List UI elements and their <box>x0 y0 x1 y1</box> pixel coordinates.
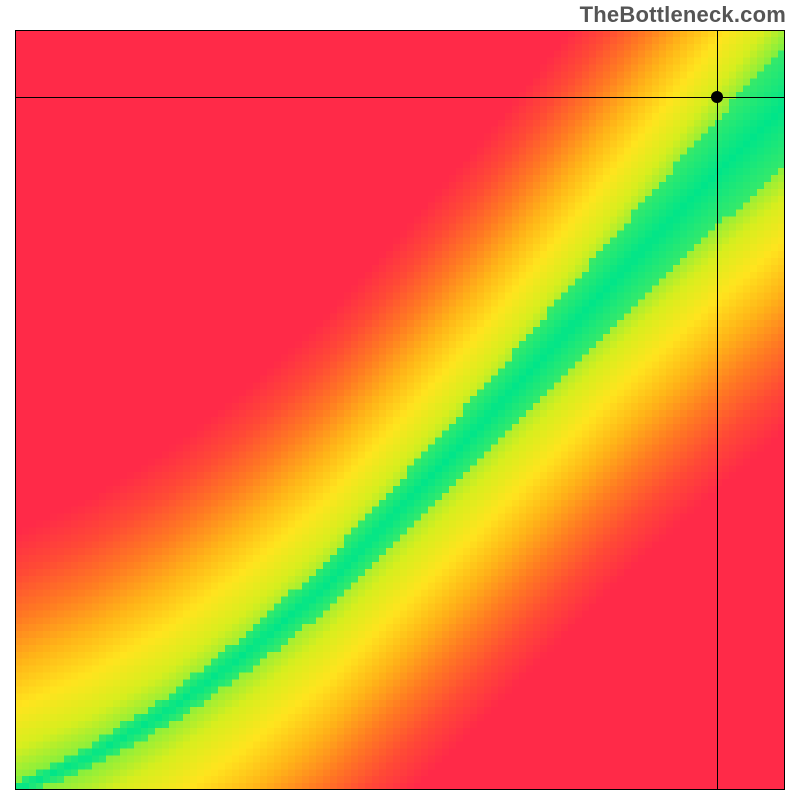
crosshair-horizontal-line <box>15 97 785 98</box>
bottleneck-heatmap <box>15 30 785 790</box>
crosshair-vertical-line <box>717 30 718 790</box>
attribution-text: TheBottleneck.com <box>580 2 786 28</box>
plot-area <box>15 30 785 790</box>
crosshair-marker-dot <box>711 91 723 103</box>
